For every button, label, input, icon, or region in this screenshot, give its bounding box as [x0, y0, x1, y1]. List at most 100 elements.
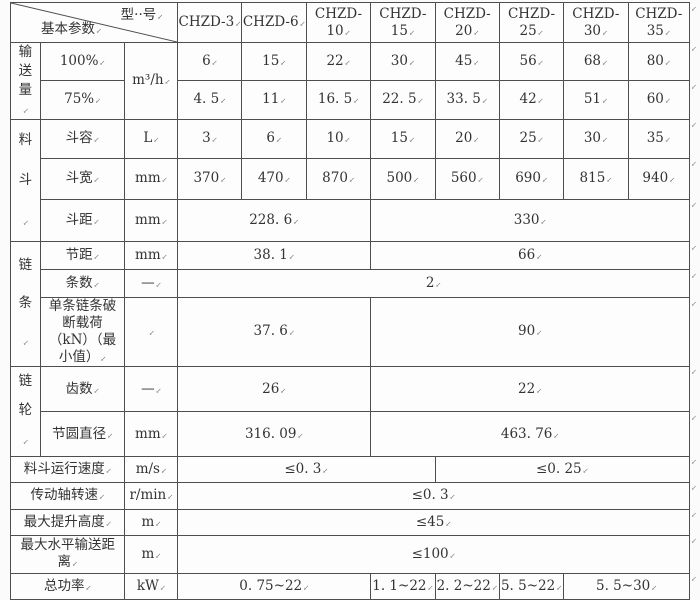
return-mark: ↙: [602, 97, 608, 106]
corner-cell: 型··号↙ 基本参数↙: [9, 2, 179, 43]
return-mark: ↙: [105, 519, 112, 528]
value-cell-merged: 90↙: [370, 297, 690, 367]
unit-cell: —↙: [124, 269, 179, 299]
return-mark: ↙: [435, 281, 442, 290]
row-label: 斗容↙: [39, 118, 126, 159]
row-label: 100%↙: [39, 41, 126, 82]
return-mark: ↙: [537, 97, 544, 106]
value-cell: 15↙: [370, 118, 436, 159]
value-cell: 42↙: [498, 80, 565, 120]
return-mark: ↙: [22, 338, 29, 347]
unit-cell: m↙: [124, 534, 179, 574]
row-label: 斗宽↙: [39, 157, 126, 200]
value-cell-merged: 37. 6↙: [177, 297, 372, 367]
return-mark: ↙: [408, 136, 415, 145]
group-label-bucket: 料斗↙: [10, 118, 41, 243]
return-mark: ↙: [536, 253, 543, 262]
return-mark: ↙: [344, 28, 351, 37]
return-mark: ↙: [669, 176, 676, 185]
model-header: CHZD-20↙: [434, 2, 500, 43]
header-row: 型··号↙ 基本参数↙ CHZD-3↙ CHZD-6↙ CHZD-10↙ CHZ…: [9, 2, 700, 43]
value-cell: 4. 5↙: [177, 80, 243, 120]
row-capacity-75: 75%↙ 4. 5↙ 11↙ 16. 5↙ 22. 5↙ 33. 5↙ 42↙ …: [11, 80, 700, 120]
row-end-mark: ↙: [690, 201, 697, 210]
return-mark: ↙: [303, 583, 309, 592]
return-mark: ↙: [155, 519, 162, 528]
model-header: CHZD-30↙: [563, 2, 629, 43]
value-cell: 1. 1~22↙: [370, 572, 436, 600]
value-cell: 22. 5↙: [370, 80, 436, 120]
unit-cell: m/s↙: [124, 455, 179, 483]
value-cell-merged: 2↙: [177, 269, 690, 299]
return-mark: ↙: [161, 253, 168, 262]
return-mark: ↙: [155, 551, 162, 560]
return-mark: ↙: [288, 329, 295, 338]
value-cell: 33. 5↙: [434, 80, 500, 120]
return-mark: ↙: [602, 28, 608, 37]
return-mark: ↙: [157, 13, 164, 21]
return-mark: ↙: [100, 354, 107, 363]
value-cell: 20↙: [434, 118, 500, 159]
value-cell: 5. 5~22↙: [498, 572, 565, 600]
row-shaft-speed: 传动轴转速↙ r/min↙ ≤0. 3↙ ↙: [9, 481, 700, 510]
row-chain-pitch: 链条↙ 节距↙ mm↙ 38. 1↙ 66↙ ↙: [10, 241, 700, 367]
value-cell: 940↙: [627, 157, 690, 200]
return-mark: ↙: [537, 59, 544, 68]
unit-cell: mm↙: [124, 241, 179, 271]
row-bucket-speed: 料斗运行速度↙ m/s↙ ≤0. 3↙ ≤0. 25↙ ↙: [9, 455, 700, 483]
return-mark: ↙: [211, 59, 218, 68]
value-cell: 16. 5↙: [305, 80, 372, 120]
return-mark: ↙: [288, 253, 295, 262]
return-mark: ↙: [159, 583, 166, 592]
return-mark: ↙: [473, 28, 480, 37]
return-mark: ↙: [107, 431, 113, 440]
row-bucket-spacing: 斗距↙ mm↙ 228. 6↙ 330↙ ↙: [11, 198, 700, 243]
model-header: CHZD-25↙: [498, 2, 565, 43]
model-header: CHZD-35↙: [627, 2, 690, 43]
return-mark: ↙: [582, 466, 589, 475]
value-cell: 470↙: [241, 157, 307, 200]
return-mark: ↙: [413, 176, 420, 185]
return-mark: ↙: [664, 136, 671, 145]
return-mark: ↙: [220, 176, 227, 185]
corner-label-model: 型··号↙: [120, 7, 164, 23]
return-mark: ↙: [155, 386, 162, 395]
group-label-conveying: 输送量↙: [10, 42, 41, 120]
return-mark: ↙: [541, 176, 548, 185]
row-label: 单条链条破断载荷（kN）（最小值）↙: [39, 297, 126, 367]
return-mark: ↙: [95, 97, 101, 106]
return-mark: ↙: [606, 176, 613, 185]
value-cell-merged: 66↙: [370, 241, 690, 271]
return-mark: ↙: [99, 59, 106, 68]
return-mark: ↙: [167, 493, 174, 502]
return-mark: ↙: [93, 281, 100, 290]
return-mark: ↙: [344, 136, 351, 145]
value-cell: 500↙: [370, 157, 436, 200]
return-mark: ↙: [93, 176, 100, 185]
return-mark: ↙: [449, 551, 456, 560]
return-mark: ↙: [155, 281, 162, 290]
spec-table: 型··号↙ 基本参数↙ CHZD-3↙ CHZD-6↙ CHZD-10↙ CHZ…: [9, 2, 700, 600]
row-end-mark: ↙: [690, 4, 697, 13]
value-cell: 30↙: [563, 118, 629, 159]
corner-label-params: 基本参数↙: [41, 21, 102, 38]
row-pitch-diameter: 节圆直径↙ mm↙ 316. 09↙ 463. 76↙ ↙: [11, 411, 700, 457]
row-label: 节圆直径↙: [39, 411, 126, 457]
value-cell-merged: 0. 75~22↙: [177, 572, 372, 600]
return-mark: ↙: [664, 59, 671, 68]
row-end-mark: ↙: [690, 44, 697, 53]
return-mark: ↙: [284, 176, 291, 185]
return-mark: ↙: [408, 28, 415, 37]
return-mark: ↙: [473, 59, 480, 68]
return-mark: ↙: [22, 437, 29, 446]
return-mark: ↙: [602, 136, 608, 145]
unit-cell: mm↙: [124, 157, 179, 200]
value-cell: 870↙: [305, 157, 372, 200]
value-cell: 68↙: [563, 41, 629, 82]
return-mark: ↙: [93, 136, 100, 145]
value-cell: 15↙: [241, 41, 307, 82]
return-mark: ↙: [148, 329, 155, 338]
value-cell: 6↙: [177, 41, 243, 82]
unit-cell: m↙: [124, 508, 179, 536]
value-cell: 35↙: [627, 118, 690, 159]
